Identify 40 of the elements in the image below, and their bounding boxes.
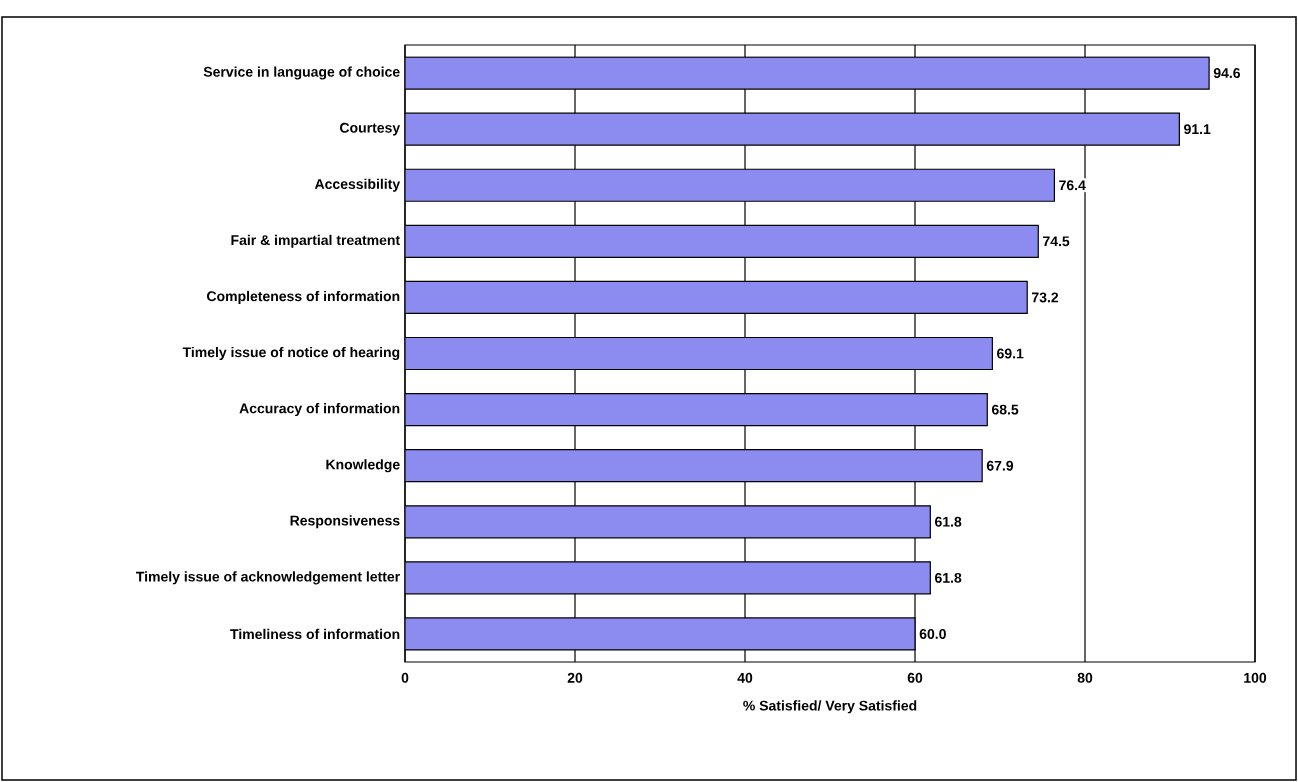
bar — [405, 280, 1028, 315]
y-tick-label: Completeness of information — [207, 290, 400, 304]
data-label: 67.9 — [986, 460, 1014, 471]
y-tick-label: Fair & impartial treatment — [231, 234, 400, 248]
data-label: 91.1 — [1184, 124, 1211, 135]
y-tick-label: Accessibility — [314, 178, 401, 192]
bar — [405, 392, 988, 427]
bar — [405, 336, 993, 371]
data-label: 76.4 — [1059, 180, 1086, 191]
bar — [405, 449, 983, 483]
bar — [405, 224, 1039, 258]
x-tick-label: 40 — [737, 672, 753, 683]
data-label: 69.1 — [997, 348, 1024, 359]
x-tick-label: 80 — [1077, 672, 1093, 683]
bar — [405, 505, 931, 539]
y-tick-label: Timely issue of notice of hearing — [182, 346, 400, 361]
y-tick-label: Timeliness of information — [230, 628, 400, 640]
bar — [405, 112, 1180, 146]
y-tick-label: Accuracy of information — [239, 403, 400, 417]
y-tick-label: Responsiveness — [290, 515, 400, 529]
x-tick-label: 60 — [907, 672, 923, 683]
bar — [405, 561, 931, 595]
y-tick-label: Service in language of choice — [203, 66, 400, 80]
bar — [405, 617, 916, 651]
y-tick-label: Knowledge — [326, 459, 400, 473]
x-tick-label: 20 — [567, 672, 583, 683]
y-tick-label: Timely issue of acknowledgement letter — [136, 571, 400, 585]
x-axis-title: % Satisfied/ Very Satisfied — [743, 700, 917, 714]
data-label: 68.5 — [991, 404, 1019, 415]
data-label: 94.6 — [1213, 68, 1241, 79]
y-tick-label: Courtesy — [340, 122, 401, 136]
bar — [405, 56, 1210, 90]
data-label: 61.8 — [935, 516, 962, 527]
data-label: 73.2 — [1032, 292, 1059, 303]
data-label: 60.0 — [919, 629, 946, 639]
bar — [405, 168, 1056, 202]
data-label: 61.8 — [935, 572, 962, 583]
x-tick-label: 100 — [1244, 672, 1267, 683]
data-label: 74.5 — [1043, 236, 1070, 247]
x-tick-label: 0 — [401, 672, 409, 683]
